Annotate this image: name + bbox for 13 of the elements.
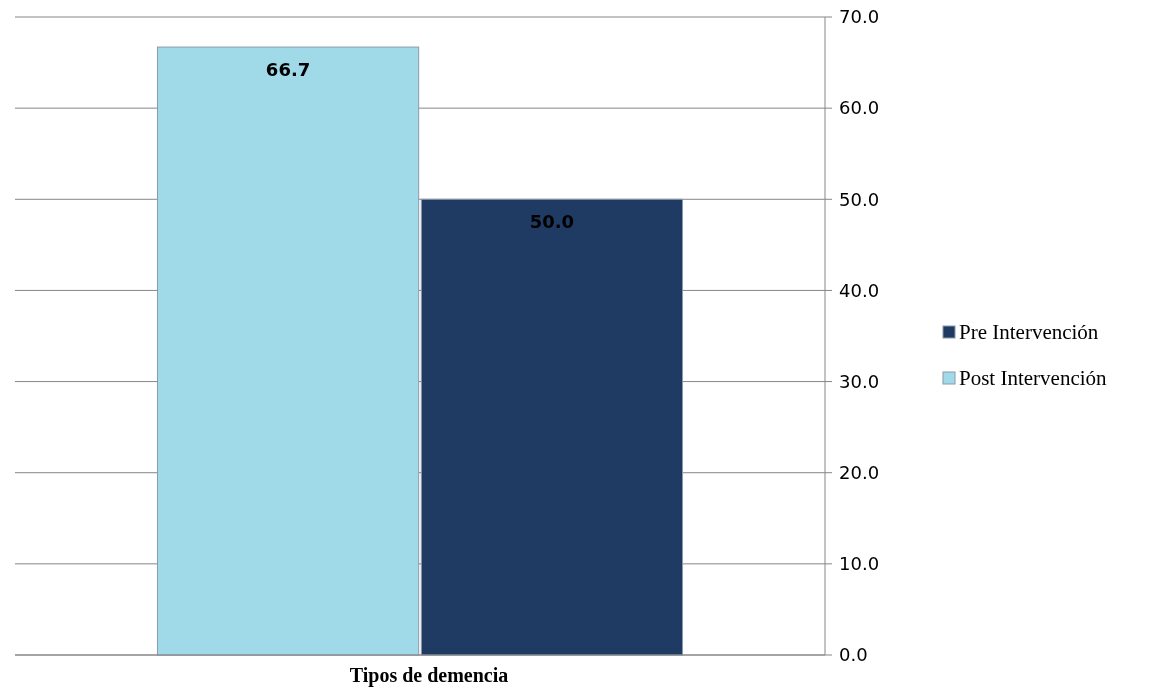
y-tick-label: 10.0: [839, 553, 880, 575]
y-tick-label: 50.0: [839, 188, 880, 210]
y-tick-label: 0.0: [839, 644, 868, 666]
y-tick-label: 40.0: [839, 279, 880, 301]
x-tick-label: Tipos de demencia: [349, 664, 509, 687]
y-tick-label: 60.0: [839, 97, 880, 119]
data-label: 50.0: [529, 211, 575, 233]
data-label: 66.7: [265, 59, 311, 81]
y-tick-label: 20.0: [839, 462, 880, 484]
legend-label: Pre Intervención: [959, 320, 1099, 345]
legend-label: Post Intervención: [959, 366, 1108, 391]
y-tick-label: 70.0: [839, 6, 880, 28]
y-tick-label: 30.0: [839, 370, 880, 392]
